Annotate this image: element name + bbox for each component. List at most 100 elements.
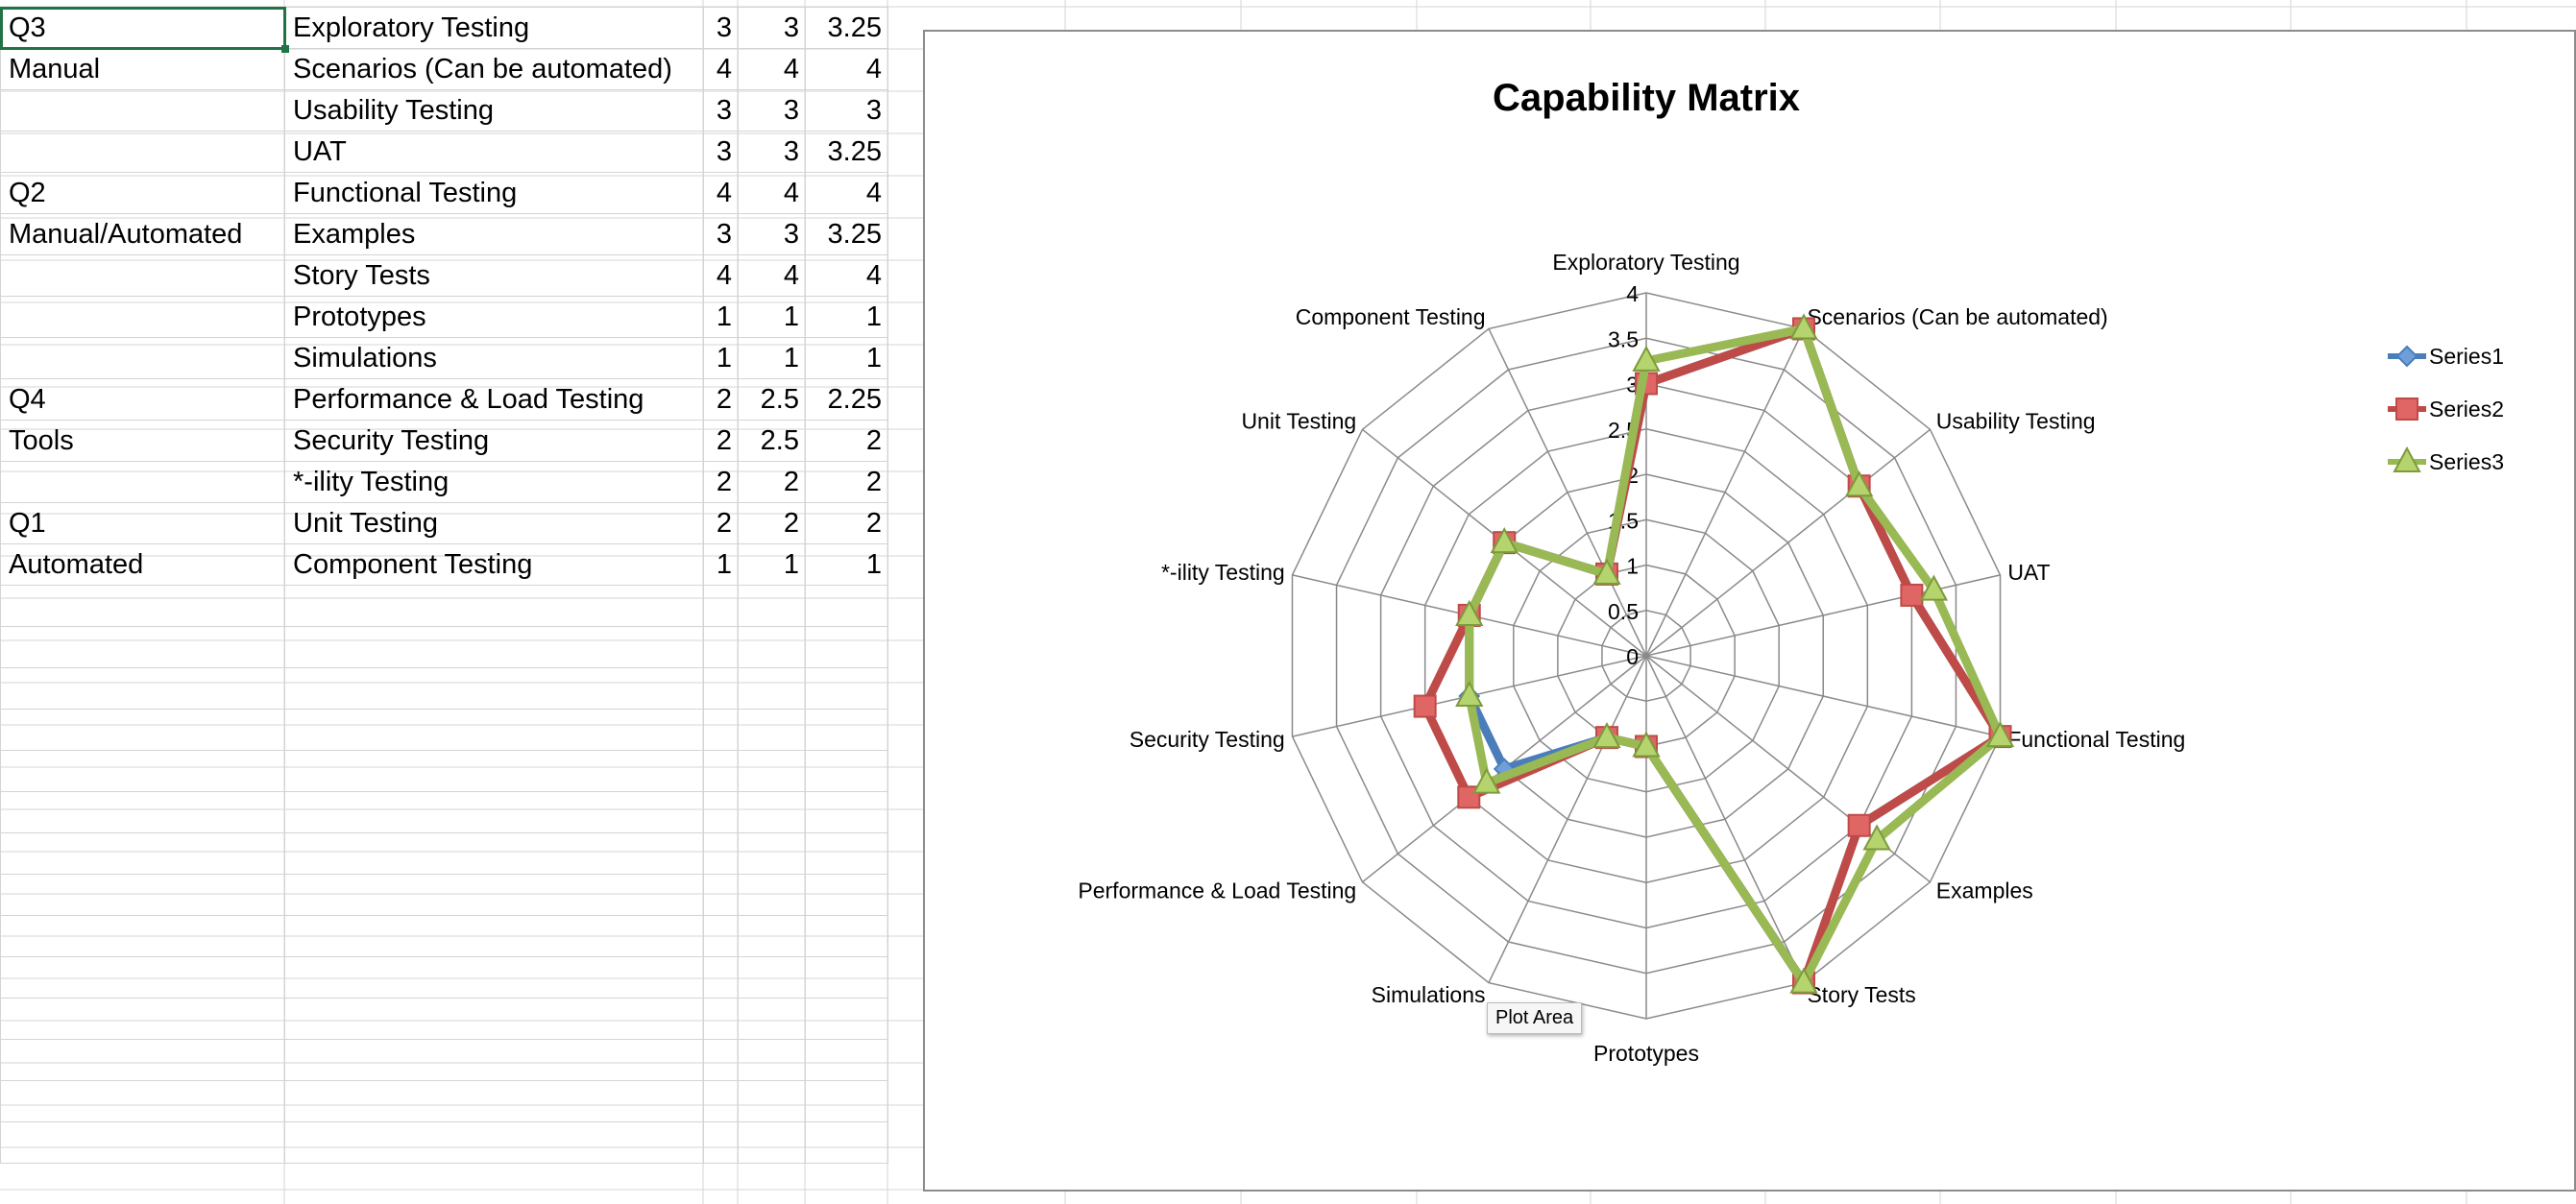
value2-cell[interactable]: 4 — [738, 254, 806, 297]
group-cell[interactable]: Manual — [0, 48, 285, 90]
value3-cell[interactable] — [805, 709, 888, 751]
value3-cell[interactable] — [805, 915, 888, 957]
group-cell[interactable] — [0, 461, 285, 503]
value3-cell[interactable]: 1 — [805, 337, 888, 379]
value3-cell[interactable]: 4 — [805, 48, 888, 90]
value2-cell[interactable]: 2 — [738, 461, 806, 503]
group-cell[interactable] — [0, 709, 285, 751]
value3-cell[interactable]: 1 — [805, 296, 888, 338]
value2-cell[interactable]: 1 — [738, 296, 806, 338]
capability-cell[interactable]: Component Testing — [284, 543, 704, 586]
value3-cell[interactable] — [805, 1121, 888, 1164]
value1-cell[interactable]: 4 — [703, 172, 739, 214]
capability-cell[interactable] — [284, 791, 704, 833]
capability-cell[interactable] — [284, 1121, 704, 1164]
group-cell[interactable] — [0, 1121, 285, 1164]
value3-cell[interactable] — [805, 750, 888, 792]
value3-cell[interactable]: 2 — [805, 461, 888, 503]
capability-cell[interactable]: Prototypes — [284, 296, 704, 338]
value1-cell[interactable]: 3 — [703, 7, 739, 49]
value3-cell[interactable]: 4 — [805, 172, 888, 214]
capability-cell[interactable] — [284, 832, 704, 875]
value1-cell[interactable] — [703, 874, 739, 916]
capability-cell[interactable] — [284, 874, 704, 916]
capability-cell[interactable] — [284, 915, 704, 957]
value2-cell[interactable] — [738, 915, 806, 957]
capability-cell[interactable]: Functional Testing — [284, 172, 704, 214]
value2-cell[interactable]: 3 — [738, 89, 806, 132]
group-cell[interactable] — [0, 915, 285, 957]
value2-cell[interactable]: 4 — [738, 48, 806, 90]
value2-cell[interactable] — [738, 1039, 806, 1081]
value1-cell[interactable] — [703, 915, 739, 957]
value1-cell[interactable] — [703, 1121, 739, 1164]
value3-cell[interactable] — [805, 626, 888, 668]
capability-cell[interactable]: UAT — [284, 131, 704, 173]
capability-cell[interactable]: Usability Testing — [284, 89, 704, 132]
group-cell[interactable] — [0, 337, 285, 379]
value1-cell[interactable] — [703, 626, 739, 668]
value3-cell[interactable] — [805, 1039, 888, 1081]
value2-cell[interactable] — [738, 874, 806, 916]
capability-cell[interactable]: Story Tests — [284, 254, 704, 297]
capability-cell[interactable]: *-ility Testing — [284, 461, 704, 503]
capability-cell[interactable]: Exploratory Testing — [284, 7, 704, 49]
value1-cell[interactable] — [703, 1080, 739, 1122]
value1-cell[interactable]: 2 — [703, 420, 739, 462]
value1-cell[interactable]: 4 — [703, 254, 739, 297]
value3-cell[interactable]: 2.25 — [805, 378, 888, 421]
value1-cell[interactable]: 2 — [703, 378, 739, 421]
value3-cell[interactable] — [805, 874, 888, 916]
value2-cell[interactable]: 1 — [738, 543, 806, 586]
capability-cell[interactable] — [284, 956, 704, 999]
group-cell[interactable] — [0, 832, 285, 875]
capability-cell[interactable] — [284, 1080, 704, 1122]
value1-cell[interactable]: 1 — [703, 543, 739, 586]
value3-cell[interactable] — [805, 791, 888, 833]
value2-cell[interactable] — [738, 709, 806, 751]
value2-cell[interactable] — [738, 1121, 806, 1164]
value1-cell[interactable] — [703, 1039, 739, 1081]
group-cell[interactable] — [0, 296, 285, 338]
group-cell[interactable] — [0, 998, 285, 1040]
series-3[interactable] — [1455, 313, 2015, 994]
legend-item[interactable]: Series1 — [2388, 344, 2504, 369]
capability-cell[interactable] — [284, 585, 704, 627]
group-cell[interactable]: Q1 — [0, 502, 285, 544]
value2-cell[interactable]: 4 — [738, 172, 806, 214]
group-cell[interactable]: Manual/Automated — [0, 213, 285, 255]
legend-item[interactable]: Series3 — [2388, 445, 2504, 474]
value2-cell[interactable]: 2.5 — [738, 420, 806, 462]
value1-cell[interactable]: 4 — [703, 48, 739, 90]
value2-cell[interactable] — [738, 585, 806, 627]
value2-cell[interactable]: 1 — [738, 337, 806, 379]
value1-cell[interactable] — [703, 956, 739, 999]
group-cell[interactable] — [0, 874, 285, 916]
group-cell[interactable] — [0, 254, 285, 297]
value2-cell[interactable]: 2 — [738, 502, 806, 544]
group-cell[interactable] — [0, 89, 285, 132]
group-cell[interactable] — [0, 1080, 285, 1122]
capability-cell[interactable] — [284, 998, 704, 1040]
value3-cell[interactable] — [805, 956, 888, 999]
value2-cell[interactable] — [738, 667, 806, 710]
value3-cell[interactable]: 3.25 — [805, 131, 888, 173]
capability-cell[interactable]: Performance & Load Testing — [284, 378, 704, 421]
legend-item[interactable]: Series2 — [2388, 397, 2504, 421]
capability-cell[interactable]: Simulations — [284, 337, 704, 379]
capability-cell[interactable]: Security Testing — [284, 420, 704, 462]
value3-cell[interactable]: 1 — [805, 543, 888, 586]
value3-cell[interactable]: 3.25 — [805, 213, 888, 255]
value2-cell[interactable] — [738, 750, 806, 792]
value3-cell[interactable]: 2 — [805, 502, 888, 544]
value1-cell[interactable] — [703, 998, 739, 1040]
value2-cell[interactable] — [738, 791, 806, 833]
series-2[interactable] — [1413, 317, 2012, 995]
group-cell[interactable] — [0, 750, 285, 792]
value3-cell[interactable] — [805, 832, 888, 875]
capability-cell[interactable]: Examples — [284, 213, 704, 255]
value1-cell[interactable] — [703, 791, 739, 833]
value2-cell[interactable]: 3 — [738, 131, 806, 173]
group-cell[interactable] — [0, 585, 285, 627]
value2-cell[interactable] — [738, 956, 806, 999]
